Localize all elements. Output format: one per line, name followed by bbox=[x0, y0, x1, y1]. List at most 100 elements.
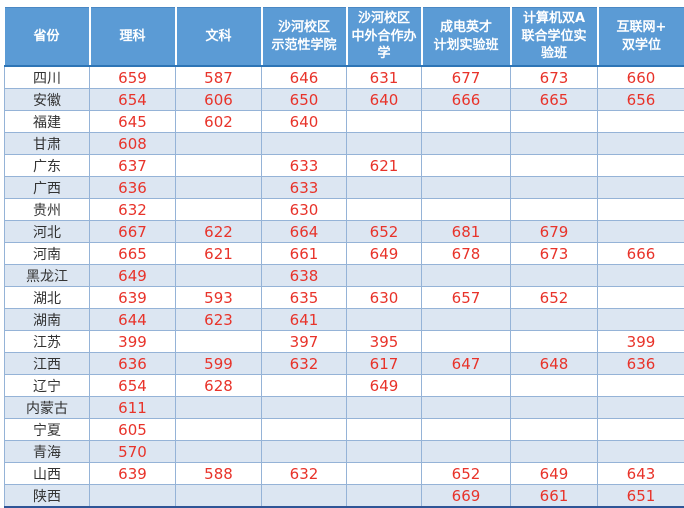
score-cell: 678 bbox=[421, 242, 511, 265]
score-cell: 654 bbox=[89, 88, 176, 111]
score-cell bbox=[597, 396, 684, 419]
score-cell: 606 bbox=[175, 88, 262, 111]
score-cell: 667 bbox=[89, 220, 176, 243]
score-cell bbox=[510, 132, 598, 155]
score-cell bbox=[510, 308, 598, 331]
score-cell: 645 bbox=[89, 110, 176, 133]
score-cell: 587 bbox=[175, 65, 262, 89]
province-cell: 广西 bbox=[4, 176, 90, 199]
score-cell: 650 bbox=[261, 88, 347, 111]
score-cell bbox=[421, 198, 511, 221]
score-cell bbox=[261, 440, 347, 463]
score-cell bbox=[510, 154, 598, 177]
score-cell bbox=[510, 110, 598, 133]
score-cell bbox=[346, 132, 422, 155]
score-cell bbox=[175, 154, 262, 177]
score-cell: 631 bbox=[346, 65, 422, 89]
score-cell: 679 bbox=[510, 220, 598, 243]
score-cell: 611 bbox=[89, 396, 176, 419]
score-cell bbox=[597, 286, 684, 309]
score-cell: 659 bbox=[89, 65, 176, 89]
score-cell: 640 bbox=[261, 110, 347, 133]
score-cell: 621 bbox=[346, 154, 422, 177]
table-row: 陕西 669 661 651 bbox=[4, 484, 684, 508]
score-cell: 633 bbox=[261, 154, 347, 177]
score-cell: 639 bbox=[89, 286, 176, 309]
score-cell: 628 bbox=[175, 374, 262, 397]
score-cell bbox=[421, 308, 511, 331]
score-cell bbox=[175, 132, 262, 155]
score-cell bbox=[597, 220, 684, 243]
table-row: 青海 570 bbox=[4, 440, 684, 463]
score-cell bbox=[261, 418, 347, 441]
score-cell bbox=[175, 198, 262, 221]
score-cell bbox=[421, 440, 511, 463]
score-cell bbox=[421, 176, 511, 199]
score-cell: 669 bbox=[421, 484, 511, 508]
score-cell bbox=[421, 132, 511, 155]
score-cell bbox=[346, 264, 422, 287]
province-cell: 宁夏 bbox=[4, 418, 90, 441]
score-cell bbox=[510, 374, 598, 397]
score-cell: 397 bbox=[261, 330, 347, 353]
score-cell bbox=[510, 330, 598, 353]
score-cell: 677 bbox=[421, 65, 511, 89]
header-row: 省份 理科 文科 沙河校区 示范性学院 沙河校区 中外合作办 学成电英才 计划实验班 计算… bbox=[4, 7, 684, 67]
province-cell: 湖南 bbox=[4, 308, 90, 331]
province-cell: 江西 bbox=[4, 352, 90, 375]
score-cell: 635 bbox=[261, 286, 347, 309]
score-cell: 656 bbox=[597, 88, 684, 111]
score-cell: 673 bbox=[510, 242, 598, 265]
score-cell bbox=[346, 396, 422, 419]
score-cell bbox=[89, 484, 176, 508]
score-cell: 652 bbox=[346, 220, 422, 243]
table-row: 湖南 644 623 641 bbox=[4, 308, 684, 331]
score-cell: 649 bbox=[89, 264, 176, 287]
province-cell: 广东 bbox=[4, 154, 90, 177]
province-cell: 贵州 bbox=[4, 198, 90, 221]
score-cell: 638 bbox=[261, 264, 347, 287]
table-body: 四川 659 587 646 631 677 673 660 安徽 654 606 650 640 666… bbox=[4, 65, 684, 508]
province-cell: 湖北 bbox=[4, 286, 90, 309]
table-row: 黑龙江 649 638 bbox=[4, 264, 684, 287]
column-header-computer_double_a_joint_degree_class: 计算机双A 联合学位实 验班 bbox=[509, 7, 599, 67]
table-row: 宁夏 605 bbox=[4, 418, 684, 441]
score-cell bbox=[421, 396, 511, 419]
score-cell: 637 bbox=[89, 154, 176, 177]
score-cell: 608 bbox=[89, 132, 176, 155]
score-cell: 665 bbox=[89, 242, 176, 265]
score-cell bbox=[346, 110, 422, 133]
score-cell bbox=[421, 264, 511, 287]
score-cell: 395 bbox=[346, 330, 422, 353]
score-cell bbox=[510, 396, 598, 419]
score-cell bbox=[175, 440, 262, 463]
score-cell bbox=[346, 308, 422, 331]
province-cell: 四川 bbox=[4, 65, 90, 89]
table-row: 辽宁 654 628 649 bbox=[4, 374, 684, 397]
score-cell: 657 bbox=[421, 286, 511, 309]
column-header-province: 省份 bbox=[4, 7, 91, 67]
column-header-arts: 文科 bbox=[174, 7, 263, 67]
score-cell bbox=[421, 418, 511, 441]
score-cell: 648 bbox=[510, 352, 598, 375]
score-cell bbox=[510, 418, 598, 441]
score-cell: 623 bbox=[175, 308, 262, 331]
score-cell: 654 bbox=[89, 374, 176, 397]
column-header-shahe_demonstration_college: 沙河校区 示范性学院 bbox=[260, 7, 348, 67]
table-row: 江苏 399 397 395 399 bbox=[4, 330, 684, 353]
score-cell bbox=[261, 374, 347, 397]
score-cell bbox=[175, 176, 262, 199]
score-cell: 621 bbox=[175, 242, 262, 265]
score-cell: 666 bbox=[597, 242, 684, 265]
province-cell: 山西 bbox=[4, 462, 90, 485]
score-cell: 632 bbox=[89, 198, 176, 221]
score-cell bbox=[346, 198, 422, 221]
score-cell: 661 bbox=[510, 484, 598, 508]
score-cell bbox=[597, 176, 684, 199]
score-cell bbox=[346, 440, 422, 463]
score-cell: 636 bbox=[89, 352, 176, 375]
score-cell bbox=[261, 484, 347, 508]
table-row: 贵州 632 630 bbox=[4, 198, 684, 221]
score-cell bbox=[261, 132, 347, 155]
